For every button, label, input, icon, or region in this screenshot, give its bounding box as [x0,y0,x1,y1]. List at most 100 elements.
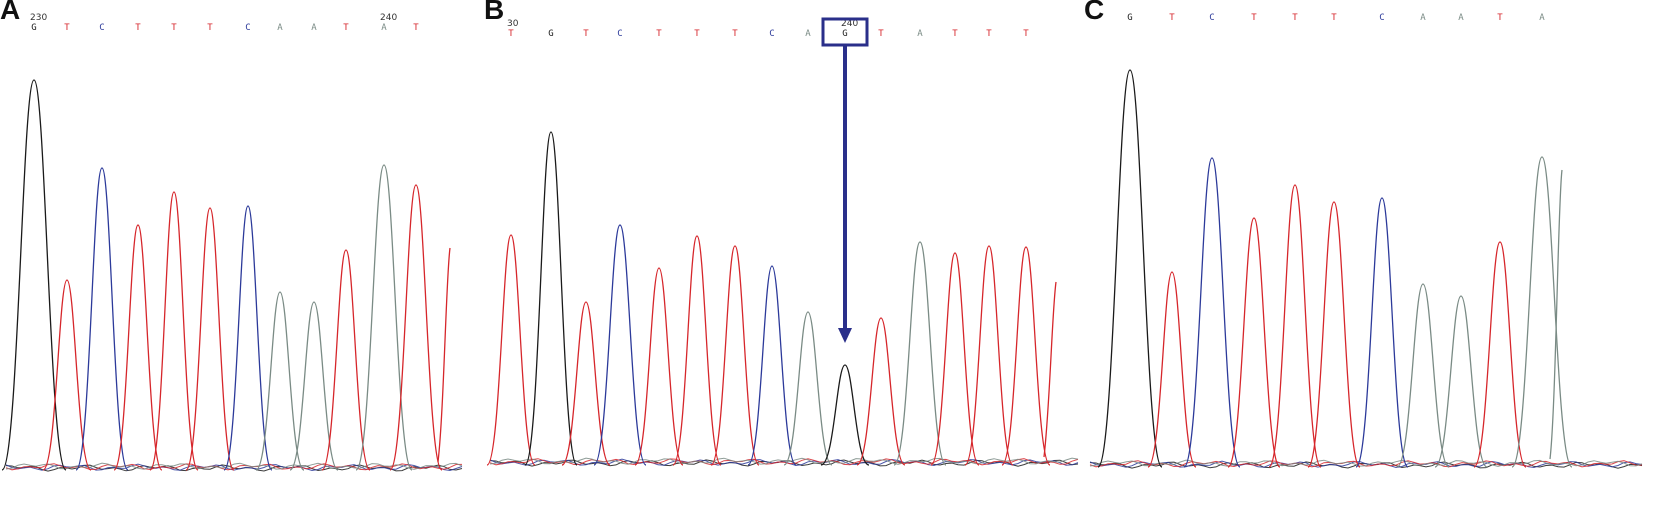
base-call-A: A [277,23,283,33]
peak-A [893,241,947,466]
peak-C [75,167,129,471]
peak-A [289,301,339,471]
base-call-A: A [917,29,923,39]
position-label: 240 [841,19,858,29]
base-call-T: T [413,23,419,33]
base-call-A: A [381,23,387,33]
peak-A [1396,283,1450,468]
base-call-T: T [952,29,958,39]
peak-A [1511,156,1573,468]
chromatogram-a-plot: G T C T T T C A A T A T 230 240 [1,13,463,472]
base-call-T: T [1023,29,1029,39]
base-call-C: C [99,23,104,33]
base-call-T: T [343,23,349,33]
peak-T [930,252,980,466]
base-call-T: T [508,29,514,39]
base-call-A: A [1420,13,1426,23]
base-call-G: G [842,29,847,39]
base-call-T: T [1497,13,1503,23]
panel-label-c: C [1084,0,1105,25]
base-call-T: T [135,23,141,33]
base-call-G: G [548,29,553,39]
peak-T [389,184,443,471]
peak-T [561,301,611,466]
baseline-noise-trace [489,457,1079,465]
trailing-trace [1043,281,1057,458]
base-call-C: C [617,29,622,39]
peak-G [1097,69,1163,468]
trailing-trace [437,247,451,463]
peak-traces [1089,69,1643,469]
peak-G [524,131,578,466]
base-call-T: T [64,23,70,33]
peak-T [856,317,906,466]
base-call-A: A [1539,13,1545,23]
base-call-A: A [1458,13,1464,23]
position-label: 230 [30,13,47,23]
baseline-noise-trace [5,462,463,470]
base-call-C: C [1379,13,1384,23]
base-call-T: T [1331,13,1337,23]
peak-T [1473,241,1527,468]
peak-T [1307,201,1361,468]
base-call-T: T [656,29,662,39]
trailing-trace [1549,169,1563,460]
peak-T [1227,217,1281,468]
baseline-noise-trace [489,458,1079,466]
peak-A [255,291,305,471]
position-label: 240 [380,13,397,23]
peak-A [355,164,413,471]
peak-T [1147,271,1197,468]
base-call-T: T [694,29,700,39]
peak-A [783,311,833,466]
peak-T [42,279,92,471]
peak-C [223,205,273,471]
base-call-G: G [31,23,36,33]
peak-traces [486,131,1079,467]
peak-C [747,265,797,466]
base-call-T: T [171,23,177,33]
peak-C [1355,197,1409,468]
chromatogram-b-plot: T G T C T T T C A G T A T T T30 240 [486,17,1079,467]
peak-T [1268,184,1322,468]
peak-T [1001,246,1051,466]
peak-G [820,364,870,466]
peak-T [672,235,722,466]
base-call-T: T [878,29,884,39]
base-call-T: T [207,23,213,33]
baseline-noise-trace [1089,459,1643,467]
panel-label-b: B [484,0,505,25]
peak-C [593,224,647,466]
panel-label-a: A [0,0,21,25]
peak-T [710,245,760,466]
mutation-arrow-head [838,328,852,343]
base-call-T: T [986,29,992,39]
base-call-T: T [1251,13,1257,23]
peak-T [185,207,235,471]
chromatogram-panel-b: B T G T C T T T C A G T A T T T 30 240 [484,0,1084,511]
base-call-C: C [245,23,250,33]
peak-traces [1,79,463,472]
peak-T [486,234,536,466]
peak-A [1434,295,1488,468]
base-call-C: C [1209,13,1214,23]
base-call-T: T [1169,13,1175,23]
base-call-A: A [805,29,811,39]
base-call-T: T [1292,13,1298,23]
chromatogram-panel-a: A G T C T T T C A A T A T 230 240 [0,0,470,511]
peak-G [1,79,67,471]
base-call-G: G [1127,13,1132,23]
base-call-C: C [769,29,774,39]
baseline-noise-trace [489,458,1079,467]
base-call-T: T [732,29,738,39]
peak-C [1183,157,1241,468]
position-label: 30 [507,19,519,29]
peak-T [321,249,371,471]
peak-T [964,245,1014,466]
base-call-A: A [311,23,317,33]
peak-T [634,267,684,466]
base-call-T: T [583,29,589,39]
peak-T [113,224,163,471]
